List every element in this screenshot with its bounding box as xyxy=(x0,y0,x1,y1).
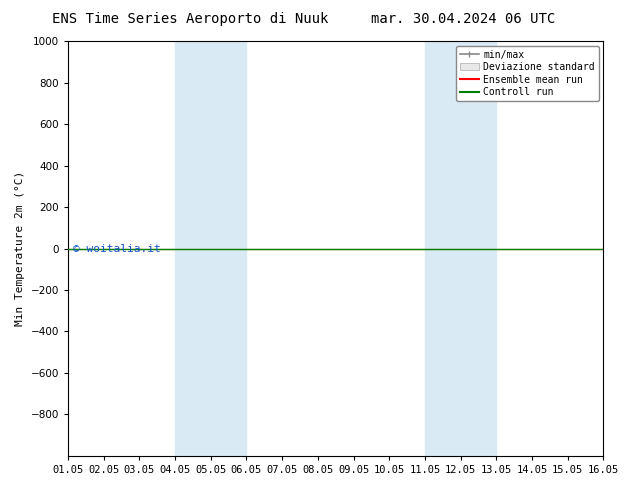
Y-axis label: Min Temperature 2m (°C): Min Temperature 2m (°C) xyxy=(15,171,25,326)
Text: © woitalia.it: © woitalia.it xyxy=(74,244,161,253)
Legend: min/max, Deviazione standard, Ensemble mean run, Controll run: min/max, Deviazione standard, Ensemble m… xyxy=(456,46,598,101)
Text: ENS Time Series Aeroporto di Nuuk: ENS Time Series Aeroporto di Nuuk xyxy=(52,12,328,26)
Bar xyxy=(175,41,247,456)
Bar xyxy=(425,41,496,456)
Text: mar. 30.04.2024 06 UTC: mar. 30.04.2024 06 UTC xyxy=(371,12,555,26)
